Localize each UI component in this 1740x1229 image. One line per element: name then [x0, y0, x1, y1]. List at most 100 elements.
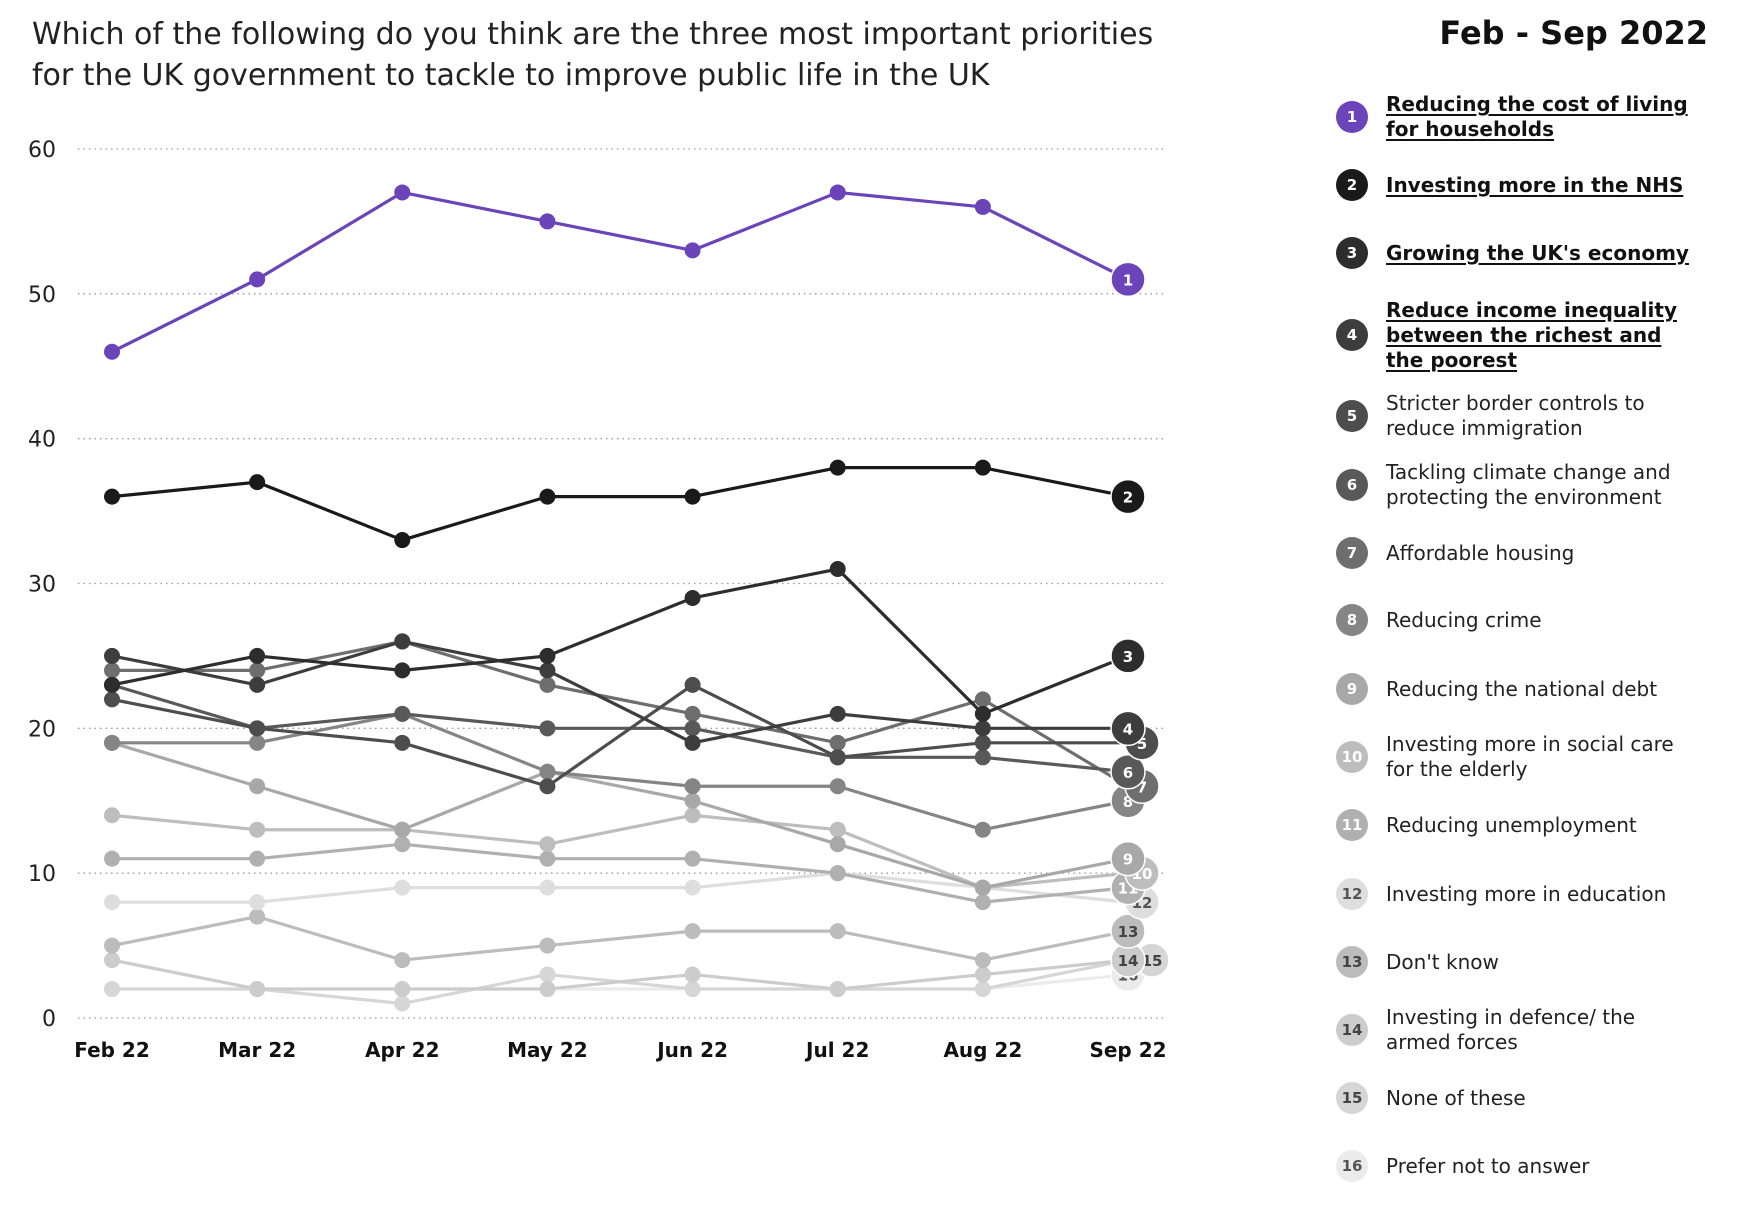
data-point — [249, 676, 266, 693]
data-point — [539, 879, 556, 896]
legend-label: Reduce income inequality between the ric… — [1386, 297, 1677, 372]
data-point — [684, 807, 701, 824]
legend-label: Investing more in education — [1386, 881, 1667, 906]
data-point — [104, 488, 120, 505]
data-point — [974, 894, 991, 911]
legend-label: Stricter border controls to reduce immig… — [1386, 391, 1645, 440]
series-line — [111, 683, 1128, 788]
legend-marker: 16 — [1336, 1150, 1368, 1182]
data-point — [684, 676, 701, 693]
data-point — [829, 459, 846, 476]
legend-item-2: 2 Investing more in the NHS — [1336, 169, 1696, 201]
end-marker-6 — [1110, 754, 1146, 790]
series-line — [111, 567, 1129, 716]
series-line — [111, 958, 1129, 991]
end-marker-label-14: 14 — [1118, 952, 1139, 970]
legend-label: Growing the UK's economy — [1386, 240, 1689, 265]
data-point — [684, 981, 701, 998]
series-line — [112, 842, 1129, 904]
data-point — [974, 749, 991, 766]
end-marker-label-7: 7 — [1137, 778, 1147, 796]
end-marker-9 — [1110, 840, 1146, 877]
series-line — [111, 639, 1128, 745]
data-point — [539, 213, 556, 230]
y-tick-label: 30 — [28, 573, 56, 598]
y-tick-label: 10 — [28, 862, 56, 887]
data-point — [539, 778, 556, 795]
data-point — [974, 981, 991, 998]
data-point — [249, 981, 266, 998]
data-point — [829, 981, 846, 998]
data-point — [104, 937, 120, 954]
legend-marker: 10 — [1336, 741, 1368, 773]
data-point — [829, 778, 846, 795]
data-point — [829, 821, 846, 838]
data-point — [684, 705, 701, 722]
data-point — [829, 836, 846, 853]
data-point — [684, 778, 701, 795]
series-line — [111, 190, 1129, 354]
data-point — [974, 691, 991, 708]
data-point — [974, 198, 991, 215]
data-point — [539, 763, 556, 780]
period-label: Feb - Sep 2022 — [1439, 14, 1708, 52]
legend-marker: 14 — [1336, 1014, 1368, 1046]
legend-label: Prefer not to answer — [1386, 1153, 1590, 1178]
data-point — [684, 966, 701, 983]
series-5 — [104, 676, 1128, 795]
legend-marker: 8 — [1336, 604, 1368, 636]
series-14 — [104, 952, 1129, 998]
data-point — [829, 865, 846, 882]
data-point — [684, 589, 701, 606]
legend-label: None of these — [1386, 1085, 1526, 1110]
data-point — [974, 879, 991, 896]
x-tick-label: Mar 22 — [218, 1038, 296, 1062]
data-point — [249, 720, 266, 737]
data-point — [974, 720, 991, 737]
series-line — [111, 683, 1129, 774]
data-point — [394, 633, 411, 650]
x-tick-label: Sep 22 — [1089, 1038, 1166, 1062]
data-point — [539, 836, 556, 853]
legend-item-8: 8 Reducing crime — [1336, 604, 1696, 636]
legend-item-13: 13 Don't know — [1336, 946, 1696, 978]
data-point — [104, 734, 120, 751]
series-2 — [104, 459, 1129, 549]
end-marker-3 — [1110, 638, 1146, 674]
data-point — [539, 966, 556, 983]
data-point — [684, 850, 701, 867]
series-3 — [104, 561, 1129, 722]
y-tick-label: 60 — [28, 138, 56, 163]
legend-label: Reducing unemployment — [1386, 812, 1637, 837]
end-marker-2 — [1110, 478, 1146, 515]
legend-label: Investing more in the NHS — [1386, 172, 1684, 197]
series-line — [111, 813, 1129, 890]
data-point — [394, 836, 411, 853]
data-point — [974, 821, 991, 838]
data-point — [394, 821, 411, 838]
data-point — [684, 923, 701, 940]
legend-label: Reducing the cost of living for househol… — [1386, 92, 1688, 141]
x-tick-label: Feb 22 — [74, 1038, 150, 1062]
series-line — [112, 871, 1129, 904]
data-point — [684, 720, 701, 737]
legend-marker: 15 — [1336, 1082, 1368, 1114]
legend-item-15: 15 None of these — [1336, 1082, 1696, 1114]
end-marker-label-5: 5 — [1137, 735, 1147, 753]
end-marker-label-4: 4 — [1123, 720, 1133, 738]
end-marker-label-8: 8 — [1123, 793, 1133, 811]
data-point — [539, 720, 556, 737]
data-point — [104, 662, 120, 679]
legend-marker: 11 — [1336, 809, 1368, 841]
series-4 — [104, 633, 1128, 751]
legend-marker: 4 — [1336, 319, 1368, 351]
legend-marker: 7 — [1336, 537, 1368, 569]
data-point — [394, 952, 411, 969]
data-point — [394, 184, 411, 201]
data-point — [104, 850, 120, 867]
legend-label: Reducing the national debt — [1386, 676, 1658, 701]
legend-item-4: 4 Reduce income inequality between the ri… — [1336, 298, 1696, 372]
x-tick-label: Jun 22 — [655, 1038, 728, 1062]
data-point — [249, 647, 266, 664]
legend-marker: 3 — [1336, 237, 1368, 269]
